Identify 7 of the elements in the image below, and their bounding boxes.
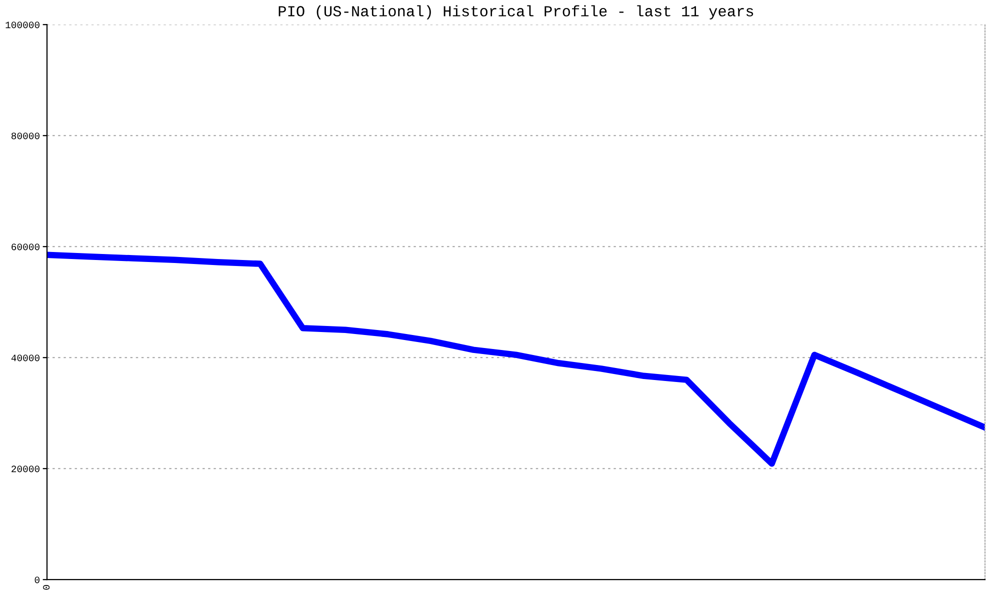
y-tick-label: 20000: [12, 466, 40, 472]
y-tick-label: 100000: [6, 22, 40, 28]
y-tick-label: 60000: [12, 244, 40, 250]
y-tick-label: 40000: [11, 354, 40, 362]
chart-title: PIO (US-National) Historical Profile - last 11 years: [278, 5, 754, 20]
y-tick-label: 0: [34, 576, 40, 584]
y-tick-label: 80000: [12, 132, 40, 140]
